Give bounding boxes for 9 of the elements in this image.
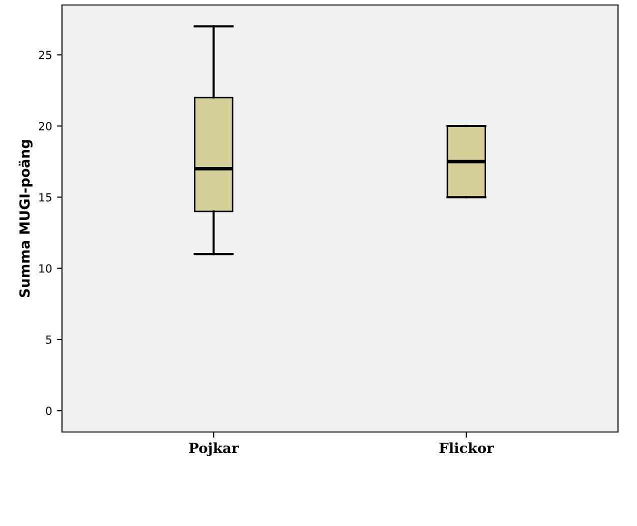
y-axis-title: Summa MUGI-poäng xyxy=(18,140,33,298)
y-tick-label: 5 xyxy=(46,336,52,344)
x-tick-label: Pojkar xyxy=(189,442,239,456)
y-tick-label: 0 xyxy=(46,406,52,416)
y-tick-label: 10 xyxy=(39,264,52,273)
x-tick-label: Flickor xyxy=(439,442,494,454)
y-tick-label: 15 xyxy=(39,193,52,202)
y-tick-label: 20 xyxy=(38,122,52,130)
y-tick-label: 25 xyxy=(38,50,52,60)
